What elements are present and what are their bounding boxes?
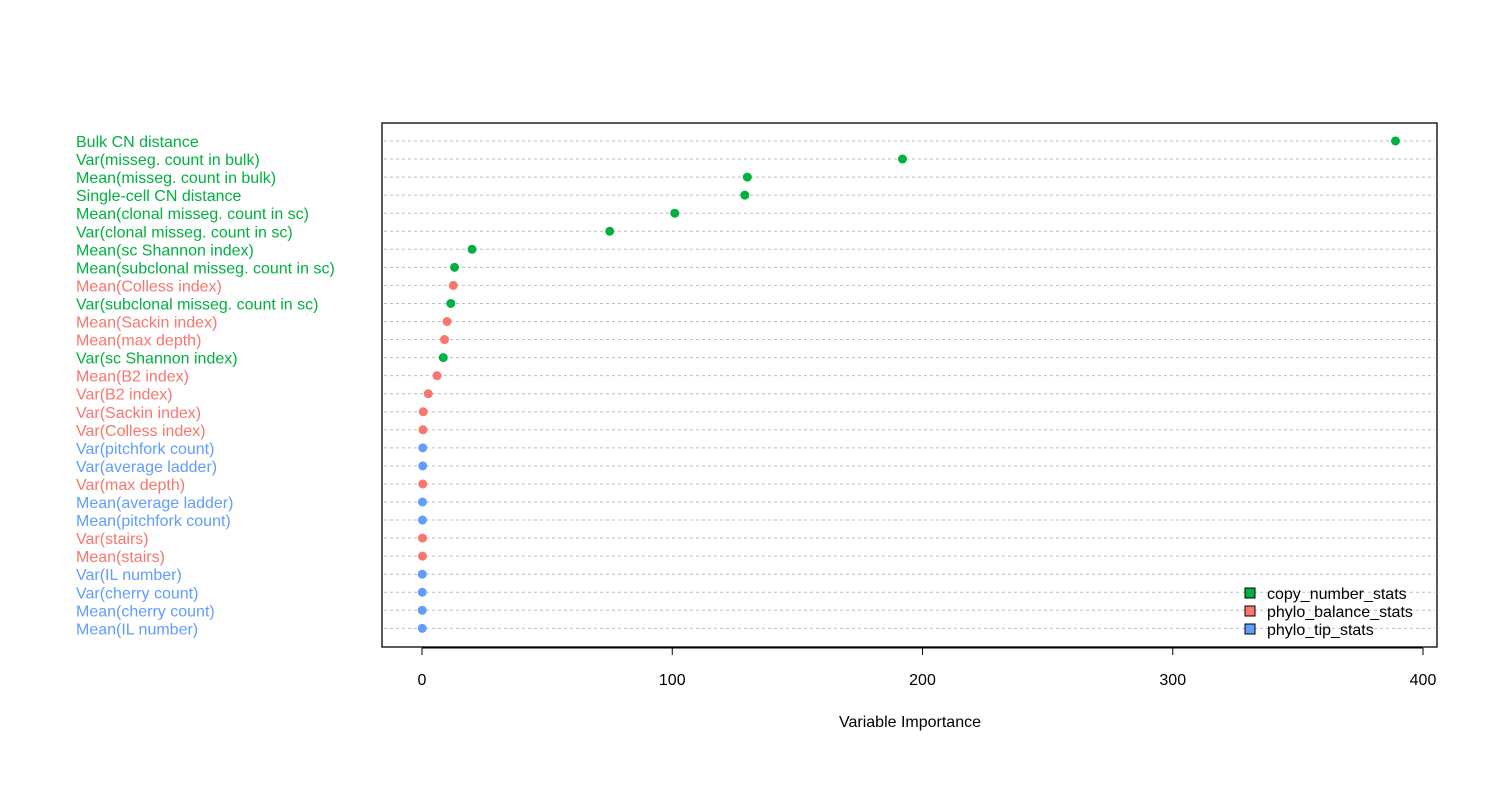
variable-label: Var(B2 index) bbox=[76, 387, 173, 404]
data-point bbox=[446, 298, 456, 308]
variable-label: Bulk CN distance bbox=[76, 134, 199, 151]
data-point bbox=[418, 443, 428, 453]
data-point bbox=[417, 605, 427, 615]
data-point bbox=[418, 515, 428, 525]
legend-swatch bbox=[1244, 587, 1256, 599]
variable-label: Var(subclonal misseg. count in sc) bbox=[76, 296, 318, 313]
variable-label: Mean(B2 index) bbox=[76, 369, 189, 386]
variable-label: Mean(Colless index) bbox=[76, 278, 222, 295]
data-point bbox=[440, 335, 450, 345]
data-point bbox=[418, 497, 428, 507]
data-point bbox=[442, 317, 452, 326]
data-point bbox=[740, 190, 750, 200]
data-point bbox=[418, 461, 428, 471]
data-point bbox=[438, 353, 448, 363]
variable-label: Mean(average ladder) bbox=[76, 495, 233, 512]
data-point bbox=[417, 587, 427, 597]
data-point bbox=[450, 262, 460, 272]
variable-label: Var(IL number) bbox=[76, 567, 182, 584]
variable-label: Mean(stairs) bbox=[76, 549, 165, 566]
data-point bbox=[467, 244, 477, 254]
data-point bbox=[432, 371, 442, 381]
variable-label: Single-cell CN distance bbox=[76, 188, 242, 205]
data-point bbox=[417, 569, 427, 579]
variable-label: Var(pitchfork count) bbox=[76, 441, 214, 458]
data-point bbox=[418, 551, 428, 561]
variable-label: Var(Sackin index) bbox=[76, 405, 201, 422]
data-point bbox=[897, 154, 907, 164]
data-point bbox=[418, 425, 428, 435]
variable-label: Mean(sc Shannon index) bbox=[76, 242, 254, 259]
data-point bbox=[418, 533, 428, 543]
x-axis: 0 100 200 300 400 bbox=[418, 647, 1437, 689]
legend-label: phylo_tip_stats bbox=[1267, 622, 1374, 639]
data-point bbox=[417, 623, 427, 633]
legend-swatch bbox=[1244, 623, 1256, 635]
data-point bbox=[605, 226, 615, 236]
x-tick-label: 100 bbox=[659, 672, 686, 689]
variable-label: Mean(cherry count) bbox=[76, 603, 215, 620]
x-tick-label: 0 bbox=[418, 672, 427, 689]
data-point bbox=[670, 208, 680, 218]
legend-label: phylo_balance_stats bbox=[1267, 604, 1413, 621]
data-point bbox=[418, 479, 428, 489]
data-point bbox=[418, 407, 428, 417]
x-tick-label: 400 bbox=[1410, 672, 1437, 689]
gridlines bbox=[384, 140, 1435, 629]
variable-label: Mean(misseg. count in bulk) bbox=[76, 170, 276, 187]
variable-label: Var(stairs) bbox=[76, 531, 149, 548]
legend: copy_number_statsphylo_balance_statsphyl… bbox=[1244, 586, 1413, 639]
variable-label: Var(clonal misseg. count in sc) bbox=[76, 224, 293, 241]
x-axis-title: Variable Importance bbox=[839, 714, 981, 731]
variable-label: Var(max depth) bbox=[76, 477, 185, 494]
variable-label: Var(average ladder) bbox=[76, 459, 217, 476]
variable-label: Var(cherry count) bbox=[76, 585, 198, 602]
variable-label: Mean(IL number) bbox=[76, 621, 198, 638]
variable-label: Var(misseg. count in bulk) bbox=[76, 152, 260, 169]
data-point bbox=[423, 389, 433, 399]
variable-label: Mean(Sackin index) bbox=[76, 315, 217, 332]
legend-swatch bbox=[1244, 605, 1256, 617]
variable-label: Mean(pitchfork count) bbox=[76, 513, 231, 530]
variable-label: Var(sc Shannon index) bbox=[76, 351, 238, 368]
plot-frame bbox=[381, 122, 1438, 648]
legend-label: copy_number_stats bbox=[1267, 586, 1407, 603]
data-points bbox=[417, 136, 1400, 633]
data-point bbox=[742, 172, 752, 182]
data-point bbox=[448, 280, 458, 290]
variable-label: Mean(max depth) bbox=[76, 333, 201, 350]
data-point bbox=[1390, 136, 1400, 146]
variable-label: Mean(subclonal misseg. count in sc) bbox=[76, 260, 335, 277]
variable-label: Mean(clonal misseg. count in sc) bbox=[76, 206, 309, 223]
x-tick-label: 200 bbox=[909, 672, 936, 689]
x-tick-label: 300 bbox=[1159, 672, 1186, 689]
variable-label: Var(Colless index) bbox=[76, 423, 206, 440]
